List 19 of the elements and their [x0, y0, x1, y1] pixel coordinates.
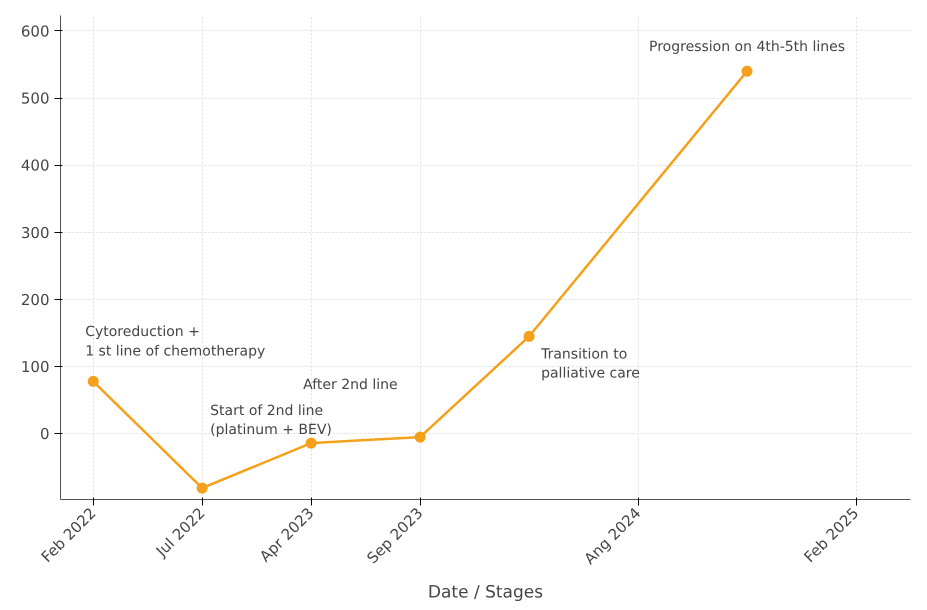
x-axis-title: Date / Stages [428, 582, 544, 602]
annotation: Progression on 4th-5th lines [649, 39, 846, 56]
point [524, 330, 535, 342]
y-tick-label: 300 [20, 224, 50, 242]
y-tick-label: 500 [20, 90, 50, 108]
point [306, 438, 317, 449]
annotation: Start of 2nd line (platinum + BEV) [210, 402, 332, 438]
y-tick-label: 400 [20, 156, 50, 175]
y-tick-label: 100 [20, 358, 50, 376]
y-tick-label: 0 [40, 425, 50, 444]
y-tick-label: 200 [20, 290, 50, 309]
point [196, 482, 208, 494]
annotation: After 2nd line [303, 377, 398, 394]
point [742, 66, 753, 77]
annotation: Transition to palliative care [540, 346, 640, 382]
point [414, 432, 426, 443]
annotation: Cytoreduction + 1 st line of chemotherapy [85, 324, 266, 360]
y-tick-label: 600 [20, 22, 50, 40]
point [88, 376, 99, 387]
